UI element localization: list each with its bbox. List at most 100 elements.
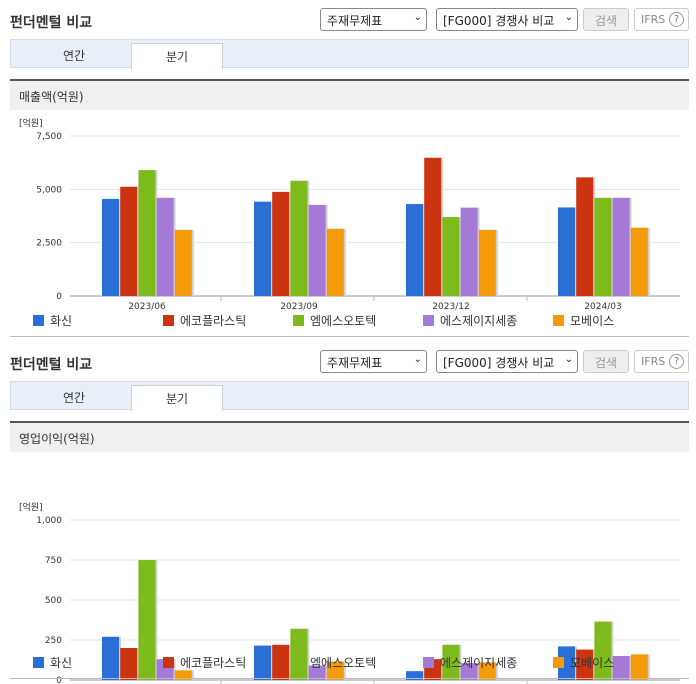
bar-화신-2023/06[interactable] xyxy=(102,636,119,680)
bar-화신-2023/09[interactable] xyxy=(254,645,271,680)
bar-엠에스오토텍-2024/03[interactable] xyxy=(594,197,612,296)
legend-item[interactable]: 엠에스오토텍 xyxy=(293,654,376,671)
bar-에스제이지세종-2024/03[interactable] xyxy=(612,656,630,680)
legend-item[interactable]: 에스제이지세종 xyxy=(423,654,517,671)
y-tick-label: 250 xyxy=(45,636,62,646)
legend-swatch xyxy=(163,315,174,326)
bar-에코플라스틱-2023/09[interactable] xyxy=(272,644,290,680)
bar-모베이스-2024/03[interactable] xyxy=(630,227,648,296)
y-tick-label: 750 xyxy=(45,556,62,566)
bar-엠에스오토텍-2023/12[interactable] xyxy=(442,644,460,680)
bar-에코플라스틱-2023/06[interactable] xyxy=(120,186,138,296)
peer-group-value: [FG000] 경쟁사 비교 xyxy=(443,14,555,28)
tab-quarter[interactable]: 분기 xyxy=(131,385,223,411)
bar-에스제이지세종-2023/09[interactable] xyxy=(308,665,326,680)
chart-section-title: 매출액(억원) xyxy=(10,79,689,110)
chart-section-title: 영업이익(억원) xyxy=(10,421,689,452)
bar-화신-2023/12[interactable] xyxy=(406,671,423,680)
legend-swatch xyxy=(423,315,434,326)
statement-type-select[interactable]: 주재무제표 ⌄ xyxy=(320,350,427,373)
legend-item[interactable]: 엠에스오토텍 xyxy=(293,312,376,329)
peer-group-select[interactable]: [FG000] 경쟁사 비교 ⌄ xyxy=(436,350,578,373)
peer-group-select[interactable]: [FG000] 경쟁사 비교 ⌄ xyxy=(436,8,578,31)
legend-swatch xyxy=(423,657,434,668)
tab-annual[interactable]: 연간 xyxy=(62,49,86,63)
chevron-down-icon: ⌄ xyxy=(413,354,422,365)
bar-모베이스-2023/12[interactable] xyxy=(478,229,496,296)
bar-화신-2024/03[interactable] xyxy=(558,646,575,680)
legend-label: 모베이스 xyxy=(570,314,615,328)
bar-에코플라스틱-2024/03[interactable] xyxy=(576,649,594,680)
unit-label: [억원] xyxy=(19,117,43,129)
x-tick-label: 2023/09 xyxy=(280,302,318,312)
legend-item[interactable]: 에코플라스틱 xyxy=(163,312,246,329)
chevron-down-icon: ⌄ xyxy=(564,354,573,365)
legend-label: 에코플라스틱 xyxy=(180,656,247,670)
bar-모베이스-2023/09[interactable] xyxy=(326,228,344,296)
statement-type-value: 주재무제표 xyxy=(327,356,383,370)
search-button[interactable]: 검색 xyxy=(583,350,629,373)
ifrs-button[interactable]: IFRS ? xyxy=(634,350,689,373)
bar-에스제이지세종-2023/12[interactable] xyxy=(460,207,478,296)
bar-화신-2023/12[interactable] xyxy=(406,204,423,296)
panel-title: 펀더멘털 비교 xyxy=(10,357,93,373)
legend-item[interactable]: 모베이스 xyxy=(553,654,614,671)
search-button[interactable]: 검색 xyxy=(583,8,629,31)
bar-화신-2024/03[interactable] xyxy=(558,207,575,296)
ifrs-label: IFRS xyxy=(641,13,666,26)
bar-모베이스-2023/12[interactable] xyxy=(478,662,496,680)
bar-chart: [억원]02505007501,0002023/062023/092023/12… xyxy=(19,501,680,684)
bar-모베이스-2023/06[interactable] xyxy=(174,670,192,680)
bar-화신-2023/09[interactable] xyxy=(254,201,271,296)
ifrs-button[interactable]: IFRS ? xyxy=(634,8,689,31)
legend-item[interactable]: 화신 xyxy=(33,654,72,671)
fundamental-panel: 펀더멘털 비교 주재무제표 ⌄ [FG000] 경쟁사 비교 ⌄ 검색 IFRS… xyxy=(0,0,696,337)
help-icon[interactable]: ? xyxy=(669,12,684,27)
bar-에스제이지세종-2023/06[interactable] xyxy=(156,197,174,296)
bar-엠에스오토텍-2023/06[interactable] xyxy=(138,170,156,296)
bar-모베이스-2023/09[interactable] xyxy=(326,661,344,680)
legend-label: 화신 xyxy=(50,656,73,670)
bar-엠에스오토텍-2023/12[interactable] xyxy=(442,217,460,296)
divider xyxy=(10,678,689,679)
bar-에스제이지세종-2023/12[interactable] xyxy=(460,663,478,680)
unit-label: [억원] xyxy=(19,501,43,513)
help-icon[interactable]: ? xyxy=(669,354,684,369)
legend-swatch xyxy=(553,657,564,668)
chevron-down-icon: ⌄ xyxy=(413,12,422,23)
tab-annual[interactable]: 연간 xyxy=(62,391,86,405)
chevron-down-icon: ⌄ xyxy=(564,12,573,23)
legend-label: 에스제이지세종 xyxy=(440,656,518,670)
period-tabs: 연간 분기 xyxy=(10,381,689,411)
bar-에스제이지세종-2023/09[interactable] xyxy=(308,204,326,296)
legend-label: 엠에스오토텍 xyxy=(310,656,377,670)
bar-에스제이지세종-2024/03[interactable] xyxy=(612,197,630,296)
legend-swatch xyxy=(293,657,304,668)
bar-모베이스-2024/03[interactable] xyxy=(630,654,648,680)
x-tick-label: 2024/03 xyxy=(584,302,621,312)
bar-화신-2023/06[interactable] xyxy=(102,198,119,296)
y-tick-label: 500 xyxy=(45,596,62,606)
legend-item[interactable]: 에스제이지세종 xyxy=(423,312,517,329)
bar-엠에스오토텍-2023/06[interactable] xyxy=(138,560,156,680)
bar-모베이스-2023/06[interactable] xyxy=(174,229,192,296)
bar-에코플라스틱-2024/03[interactable] xyxy=(576,177,594,296)
divider xyxy=(10,336,689,337)
legend-item[interactable]: 에코플라스틱 xyxy=(163,654,246,671)
tab-quarter[interactable]: 분기 xyxy=(131,43,223,69)
bar-에코플라스틱-2023/09[interactable] xyxy=(272,191,290,296)
period-tabs: 연간 분기 xyxy=(10,39,689,69)
legend-item[interactable]: 모베이스 xyxy=(553,312,614,329)
bar-에코플라스틱-2023/12[interactable] xyxy=(424,157,442,296)
legend-swatch xyxy=(163,657,174,668)
panel-header: 펀더멘털 비교 주재무제표 ⌄ [FG000] 경쟁사 비교 ⌄ 검색 IFRS… xyxy=(0,0,696,36)
y-tick-label: 7,500 xyxy=(36,132,62,142)
panel-header: 펀더멘털 비교 주재무제표 ⌄ [FG000] 경쟁사 비교 ⌄ 검색 IFRS… xyxy=(0,342,696,378)
bar-엠에스오토텍-2023/09[interactable] xyxy=(290,180,308,296)
x-tick-label: 2023/06 xyxy=(128,302,166,312)
y-tick-label: 1,000 xyxy=(36,516,62,526)
statement-type-select[interactable]: 주재무제표 ⌄ xyxy=(320,8,427,31)
legend-item[interactable]: 화신 xyxy=(33,312,72,329)
bar-엠에스오토텍-2024/03[interactable] xyxy=(594,621,612,680)
bar-에코플라스틱-2023/06[interactable] xyxy=(120,648,138,680)
